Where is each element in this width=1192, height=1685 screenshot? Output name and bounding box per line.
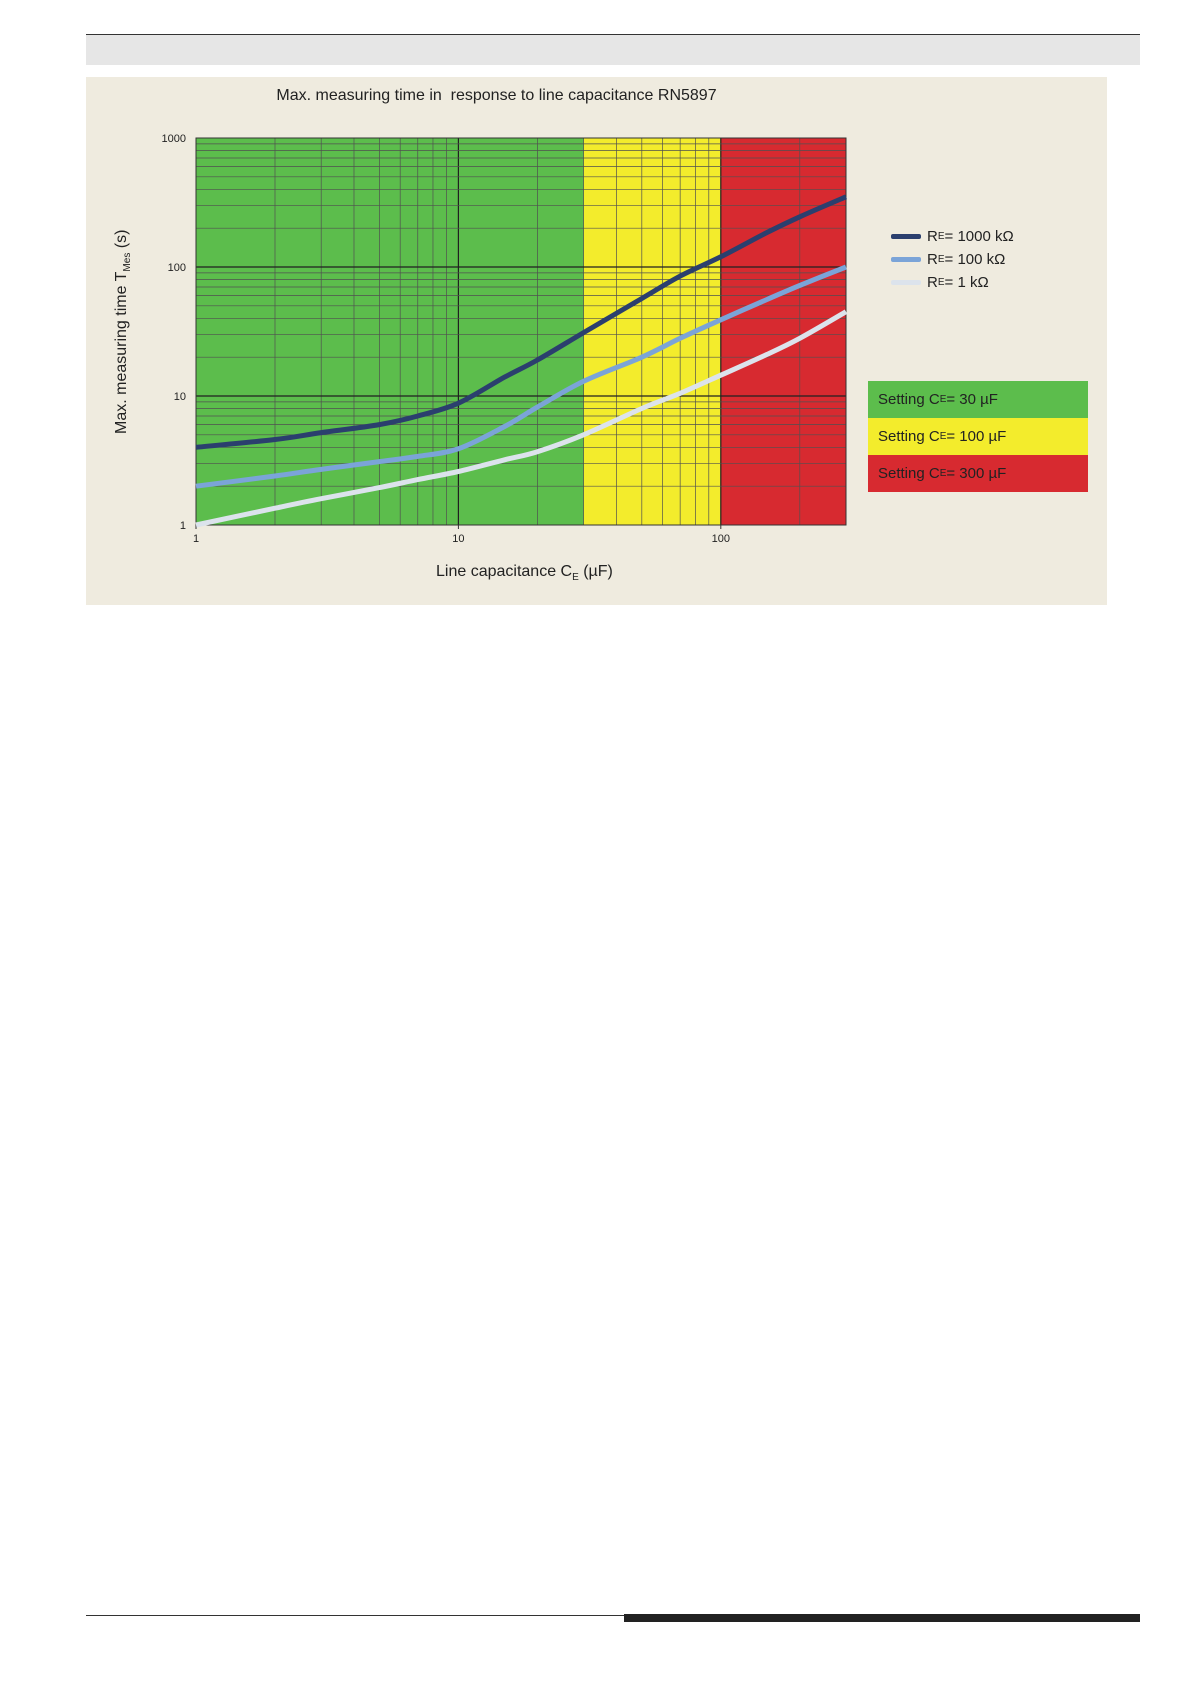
x-axis-label-sub: E	[572, 572, 579, 584]
legend-label-value: = 1000 kΩ	[944, 228, 1014, 245]
legend-label: R	[927, 274, 938, 291]
zone-label-value: = 300 µF	[946, 465, 1007, 482]
x-tick-label: 10	[452, 533, 464, 545]
zone-label-sub: E	[939, 431, 947, 442]
plot-frame	[195, 137, 847, 526]
zone-label-sub: E	[939, 468, 947, 479]
y-tick-label: 1	[180, 520, 186, 532]
legend-label-sub: E	[937, 254, 945, 265]
legend-label: R	[927, 228, 938, 245]
x-tick-label: 100	[712, 533, 730, 545]
footer-bar	[624, 1614, 1140, 1622]
zone-label-value: = 30 µF	[946, 391, 998, 408]
y-tick-label: 10	[174, 391, 186, 403]
y-tick-label: 100	[168, 262, 186, 274]
header-rule	[86, 34, 1140, 35]
legend-label-value: = 100 kΩ	[944, 251, 1006, 268]
x-axis-label-unit: (µF)	[578, 563, 613, 580]
chart-title: Max. measuring time in response to line …	[276, 87, 717, 104]
series-line-1k	[195, 309, 848, 528]
legend-label-value: = 1 kΩ	[944, 274, 989, 291]
zone-label: Setting C	[878, 391, 940, 408]
x-tick-label: 1	[193, 533, 199, 545]
header-band	[86, 35, 1140, 65]
x-axis-label: Line capacitance CE (µF)	[436, 563, 613, 583]
chart-plot: 1 10 100 1 10 100 1000	[162, 133, 848, 545]
y-axis-label-sub: Mes	[122, 252, 134, 272]
y-tick-label: 1000	[162, 133, 186, 145]
zone-band-0	[196, 138, 584, 525]
series-line-1000k	[195, 194, 847, 450]
footer-rule	[86, 1615, 626, 1616]
zone-band-2	[720, 138, 846, 525]
legend-label-sub: E	[937, 277, 945, 288]
legend-swatch-1k	[891, 280, 921, 285]
zone-label: Setting C	[878, 428, 940, 445]
zone-label-value: = 100 µF	[946, 428, 1007, 445]
chart-panel: Max. measuring time in response to line …	[86, 77, 1107, 605]
legend-label-sub: E	[937, 231, 945, 242]
zone-label: Setting C	[878, 465, 940, 482]
y-axis-label: Max. measuring time TMes (s)	[113, 230, 133, 434]
y-axis-label-text: Max. measuring time T	[113, 271, 130, 434]
y-axis-label-unit: (s)	[113, 229, 130, 253]
zone-label-sub: E	[939, 394, 947, 405]
legend-swatch-1000k	[891, 234, 921, 239]
legend-label: R	[927, 251, 938, 268]
series-line-100k	[195, 264, 847, 489]
legend-swatch-100k	[891, 257, 921, 262]
x-axis-label-text: Line capacitance C	[436, 563, 573, 580]
